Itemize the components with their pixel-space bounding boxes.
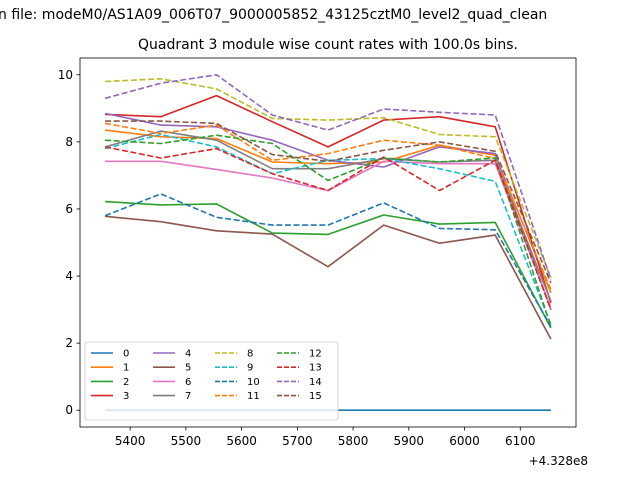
legend-label-3: 3 — [123, 391, 129, 402]
x-axis-offset-label: +4.328e8 — [529, 454, 588, 468]
axes-frame — [79, 57, 577, 428]
y-tick-label: 6 — [65, 202, 73, 216]
x-tick-label: 5800 — [338, 434, 369, 448]
legend-label-5: 5 — [185, 363, 191, 374]
chart-suptitle: n file: modeM0/AS1A09_006T07_9000005852_… — [0, 7, 547, 23]
legend-label-8: 8 — [247, 349, 253, 360]
legend-label-6: 6 — [185, 377, 191, 388]
y-tick-label: 0 — [65, 403, 73, 417]
series-line-2 — [105, 200, 552, 329]
series-line-15 — [105, 120, 552, 284]
legend-label-4: 4 — [185, 349, 191, 360]
y-tick-label: 8 — [65, 135, 73, 149]
legend-label-13: 13 — [309, 363, 322, 374]
series-line-13 — [104, 146, 552, 310]
x-tick-label: 5500 — [171, 434, 202, 448]
legend-box — [84, 341, 339, 421]
x-tick-label: 5600 — [226, 434, 257, 448]
series-line-12 — [105, 134, 552, 327]
series-line-11 — [104, 122, 552, 290]
y-tick-label: 10 — [58, 68, 73, 82]
x-tick-label: 5400 — [115, 434, 146, 448]
y-tick-label: 4 — [65, 269, 73, 283]
legend-label-0: 0 — [123, 349, 129, 360]
legend-label-2: 2 — [123, 377, 129, 388]
series-line-10 — [104, 193, 552, 327]
legend-label-10: 10 — [247, 377, 260, 388]
series-layer — [104, 74, 552, 412]
legend-label-12: 12 — [309, 349, 322, 360]
legend-label-9: 9 — [247, 363, 253, 374]
series-line-7 — [104, 130, 552, 302]
series-line-9 — [104, 133, 552, 325]
x-tick-label: 5900 — [394, 434, 425, 448]
legend-label-15: 15 — [309, 391, 322, 402]
legend-label-1: 1 — [123, 363, 129, 374]
legend-label-7: 7 — [185, 391, 191, 402]
chart-title: Quadrant 3 module wise count rates with … — [138, 37, 518, 53]
x-tick-label: 6100 — [505, 434, 536, 448]
series-line-3 — [105, 94, 552, 304]
x-tick-label: 6000 — [449, 434, 480, 448]
legend-label-14: 14 — [309, 377, 322, 388]
series-line-5 — [105, 215, 552, 340]
y-tick-label: 2 — [65, 336, 73, 350]
x-tick-label: 5700 — [282, 434, 313, 448]
series-line-8 — [105, 78, 552, 278]
legend-label-11: 11 — [247, 391, 260, 402]
